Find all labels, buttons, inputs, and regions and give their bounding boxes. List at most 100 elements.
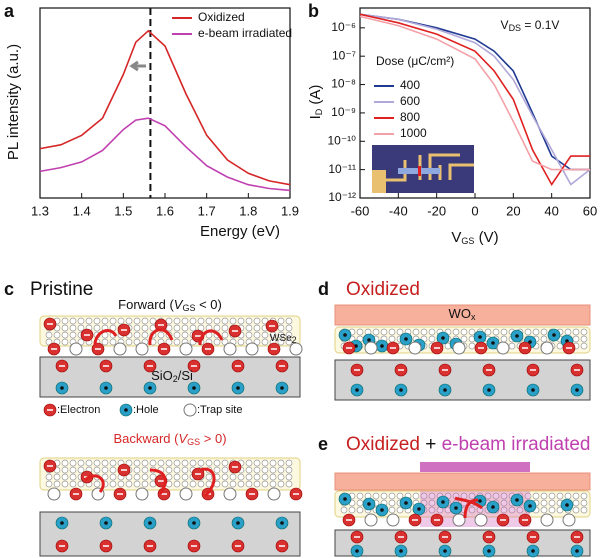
hole-dot [441,500,445,504]
x-tick-label: 1.4 [73,203,91,218]
atom [245,466,253,474]
panel-label: b [308,1,319,21]
atom [253,331,261,339]
hole-dot [528,504,532,508]
hole-dot [575,388,579,392]
legend-label: Oxidized [198,10,245,24]
text-part: 2 [292,335,297,345]
trap-site [496,341,510,355]
legend-label: 800 [400,110,420,124]
atom [460,328,468,336]
trap-site [540,341,554,355]
atom [484,328,492,336]
hole-dot [552,333,556,337]
atom [253,324,261,332]
atom [388,499,396,507]
atom [388,335,396,343]
atom [149,459,157,467]
hole-dot [343,333,347,337]
oxide-layer [334,304,591,326]
atom [125,480,133,488]
y-tick-label: 10⁻¹¹ [328,162,356,176]
atom [117,317,125,325]
trap-site [113,342,127,356]
atom [45,331,53,339]
atom [396,506,404,514]
atom [101,317,109,325]
atom [61,480,69,488]
atom [77,466,85,474]
legend-label: :Hole [133,404,159,416]
atom [181,459,189,467]
atom [412,328,420,336]
atom [141,324,149,332]
x-tick-label: 1.7 [198,203,216,218]
atom [133,459,141,467]
atom [245,473,253,481]
atom [468,328,476,336]
trap-site [135,342,149,356]
atom [205,317,213,325]
atom [61,473,69,481]
atom [165,317,173,325]
atom [556,506,564,514]
y-tick-label: 10⁻⁹ [331,105,356,119]
atom [77,324,85,332]
atom [356,506,364,514]
legend-label: :Electron [57,404,100,416]
atom [500,328,508,336]
atom [197,317,205,325]
atom [133,480,141,488]
substrate [39,511,301,557]
trap-site [69,342,83,356]
atom [580,499,588,507]
atom [101,466,109,474]
atom [173,459,181,467]
atom [181,466,189,474]
atom [109,473,117,481]
x-axis-label: Energy (eV) [200,223,280,240]
oxide-layer [334,472,591,491]
hole-dot [478,499,482,503]
atom [396,492,404,500]
atom [285,317,293,325]
trap-site [179,487,193,501]
atom [245,317,253,325]
legend-title: Dose (μC/cm²) [376,54,454,68]
atom [69,466,77,474]
atom [580,335,588,343]
hole-dot [104,386,108,390]
hole-dot [531,549,535,553]
atom [237,317,245,325]
atom [181,480,189,488]
atom [348,506,356,514]
trap-site [386,513,400,527]
atom [77,480,85,488]
atom [572,328,580,336]
atom [285,459,293,467]
atom [93,466,101,474]
x-tick-label: 1.3 [31,203,49,218]
atom [93,480,101,488]
trap-site [452,341,466,355]
atom [197,480,205,488]
atom [197,459,205,467]
panel-title: Pristine [30,279,93,300]
atom [253,317,261,325]
atom [181,324,189,332]
atom [189,480,197,488]
hole-dot [404,337,408,341]
atom [69,473,77,481]
atom [117,480,125,488]
atom [133,331,141,339]
transfer-arrow [148,328,174,346]
atom [229,480,237,488]
atom [229,473,237,481]
text-part: 2 [173,374,178,384]
atom [221,459,229,467]
y-tick-label: 10⁻⁶ [331,20,356,34]
atom [221,331,229,339]
atom [540,328,548,336]
atom [556,492,564,500]
